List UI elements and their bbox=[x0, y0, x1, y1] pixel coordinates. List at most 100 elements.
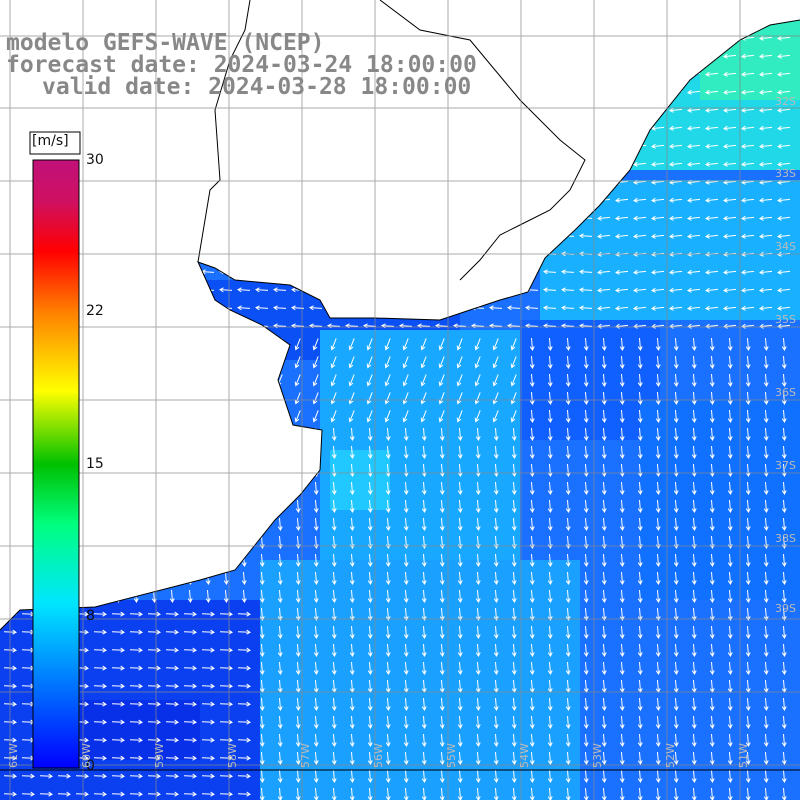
wind-arrow bbox=[691, 607, 697, 621]
wind-arrow bbox=[637, 787, 643, 800]
wind-arrow bbox=[655, 553, 661, 567]
wind-arrow bbox=[597, 215, 611, 221]
wind-arrow bbox=[705, 269, 719, 275]
wind-arrow bbox=[114, 392, 121, 405]
wind-arrow bbox=[507, 215, 521, 221]
wind-arrow bbox=[115, 517, 121, 531]
wind-arrow bbox=[150, 338, 157, 351]
wind-arrow bbox=[255, 287, 269, 293]
wind-arrow bbox=[759, 233, 773, 239]
wind-arrow bbox=[475, 643, 481, 657]
wind-arrow bbox=[223, 463, 229, 477]
wind-arrow bbox=[453, 20, 467, 23]
lat-label: 36S bbox=[775, 386, 796, 399]
wind-arrow bbox=[201, 773, 215, 779]
wind-arrow bbox=[421, 607, 427, 621]
wind-arrow bbox=[273, 179, 287, 185]
wind-arrow bbox=[183, 665, 197, 671]
wind-arrow bbox=[381, 215, 395, 221]
wind-arrow bbox=[709, 409, 715, 423]
wind-arrow bbox=[781, 391, 787, 405]
wind-arrow bbox=[259, 445, 265, 459]
wind-arrow bbox=[547, 751, 553, 765]
wind-arrow bbox=[349, 625, 355, 639]
wind-arrow bbox=[601, 697, 607, 711]
wind-arrow bbox=[219, 125, 233, 131]
wind-arrow bbox=[183, 179, 197, 185]
wind-arrow bbox=[201, 305, 215, 311]
wind-arrow bbox=[547, 625, 553, 639]
wind-arrow bbox=[219, 629, 233, 635]
wind-arrow bbox=[348, 374, 355, 387]
lon-label: 52W bbox=[664, 743, 677, 768]
wind-arrow bbox=[601, 733, 607, 747]
wind-arrow bbox=[111, 287, 125, 293]
wind-arrow bbox=[276, 392, 283, 405]
wind-arrow bbox=[493, 625, 499, 639]
wind-arrow bbox=[385, 553, 391, 567]
wind-arrow bbox=[525, 89, 539, 95]
wind-arrow bbox=[93, 737, 107, 743]
wind-arrow bbox=[673, 409, 679, 423]
wind-arrow bbox=[709, 733, 715, 747]
wind-arrow bbox=[133, 499, 139, 513]
wind-arrow bbox=[96, 410, 103, 423]
wind-arrow bbox=[619, 337, 625, 351]
wind-arrow bbox=[687, 53, 701, 59]
wind-arrow bbox=[529, 787, 535, 800]
wind-arrow bbox=[547, 571, 553, 585]
wind-arrow bbox=[565, 481, 571, 495]
wind-arrow bbox=[129, 665, 143, 671]
wind-arrow bbox=[727, 517, 733, 531]
wind-arrow bbox=[385, 589, 391, 603]
wind-arrow bbox=[727, 409, 733, 423]
wind-arrow bbox=[727, 769, 733, 783]
wind-arrow bbox=[277, 607, 283, 621]
wind-arrow bbox=[133, 463, 139, 477]
wind-arrow bbox=[601, 769, 607, 783]
wind-arrow bbox=[24, 338, 31, 351]
wind-arrow bbox=[183, 287, 197, 293]
wind-arrow bbox=[277, 517, 283, 531]
wind-arrow bbox=[345, 197, 359, 203]
wind-arrow bbox=[277, 643, 283, 657]
wind-arrow bbox=[93, 233, 107, 239]
wind-arrow bbox=[421, 787, 427, 800]
wind-arrow bbox=[330, 392, 337, 405]
wind-arrow bbox=[510, 410, 517, 423]
wind-arrow bbox=[111, 737, 125, 743]
wind-arrow bbox=[741, 20, 755, 23]
wind-arrow bbox=[205, 427, 211, 441]
wind-arrow bbox=[763, 499, 769, 513]
colorbar-tick-30: 30 bbox=[86, 152, 104, 168]
wind-arrow bbox=[475, 715, 481, 729]
wind-arrow bbox=[709, 517, 715, 531]
wind-arrow bbox=[529, 463, 535, 477]
wind-arrow bbox=[507, 233, 521, 239]
wind-arrow bbox=[453, 161, 467, 167]
colorbar-tick-15: 15 bbox=[86, 456, 104, 472]
wind-arrow bbox=[637, 445, 643, 459]
wind-arrow bbox=[474, 410, 481, 423]
wind-arrow bbox=[583, 355, 589, 369]
wind-arrow bbox=[403, 427, 409, 441]
wind-arrow bbox=[313, 625, 319, 639]
wind-arrow bbox=[583, 499, 589, 513]
wind-arrow bbox=[457, 769, 463, 783]
wind-arrow bbox=[529, 661, 535, 675]
wind-arrow bbox=[205, 463, 211, 477]
wind-arrow bbox=[457, 643, 463, 657]
wind-arrow bbox=[655, 409, 661, 423]
wind-arrow bbox=[687, 107, 701, 113]
wind-arrow bbox=[709, 337, 715, 351]
wind-arrow bbox=[687, 161, 701, 167]
wind-arrow bbox=[93, 647, 107, 653]
wind-arrow bbox=[399, 143, 413, 149]
wind-arrow bbox=[565, 499, 571, 513]
wind-arrow bbox=[381, 269, 395, 275]
wind-arrow bbox=[579, 287, 593, 293]
wind-arrow bbox=[475, 751, 481, 765]
wind-arrow bbox=[777, 287, 791, 293]
wind-arrow bbox=[295, 463, 301, 477]
wind-arrow bbox=[561, 287, 575, 293]
